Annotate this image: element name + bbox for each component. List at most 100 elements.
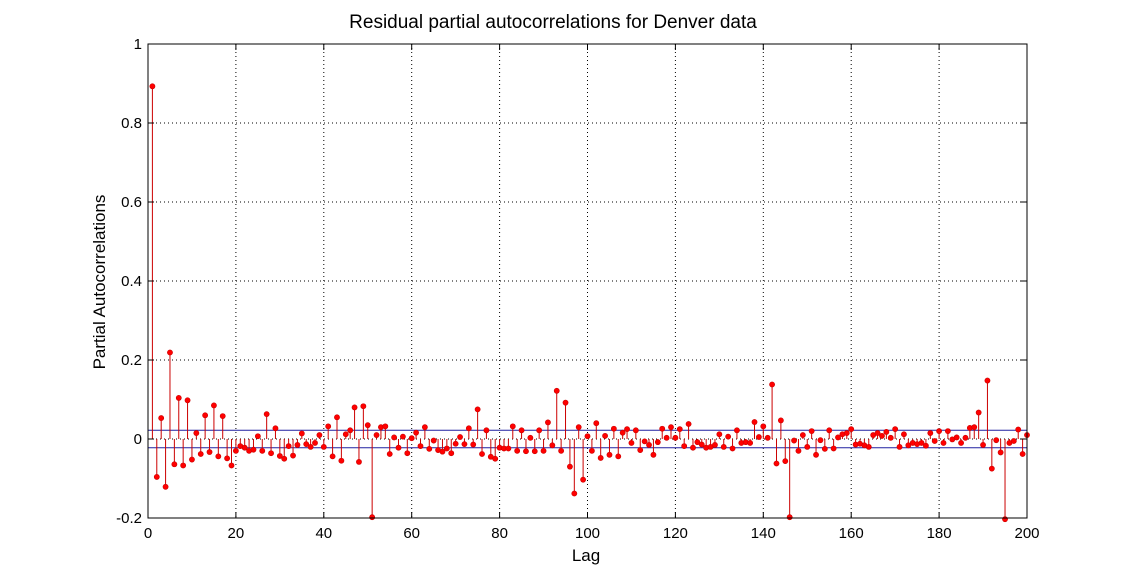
stem-marker	[290, 452, 296, 459]
stem-marker	[334, 414, 340, 421]
y-tick-label: 0.2	[121, 352, 142, 369]
stem-marker	[821, 445, 828, 452]
stem-marker	[342, 431, 349, 438]
stem-marker	[307, 443, 314, 450]
stem-marker	[316, 432, 323, 438]
stem-marker	[531, 448, 538, 455]
stem-marker	[400, 433, 406, 440]
stem-marker	[905, 442, 912, 449]
stem-marker	[720, 443, 727, 450]
stem-marker	[232, 447, 239, 454]
stem-marker	[373, 432, 380, 438]
stem-marker	[676, 426, 683, 433]
stem-marker	[826, 427, 833, 434]
stem-marker	[931, 438, 938, 444]
y-axis-label: Partial Autocorrelations	[90, 195, 109, 370]
x-tick-label: 120	[663, 525, 688, 542]
stem-marker	[320, 443, 327, 450]
stem-marker	[523, 448, 529, 455]
stem-marker	[202, 412, 209, 419]
stem-marker	[567, 463, 573, 470]
stem-marker	[817, 437, 824, 444]
y-tick-label: 0.8	[121, 115, 142, 132]
stem-marker	[799, 432, 806, 438]
stem-marker	[391, 434, 398, 441]
stems	[151, 86, 1028, 520]
stem-marker	[668, 424, 674, 431]
stem-marker	[698, 441, 705, 448]
stem-marker	[443, 445, 450, 452]
stem-marker	[180, 462, 187, 469]
stem-marker	[879, 432, 885, 439]
stem-marker	[773, 460, 780, 467]
stem-marker	[663, 434, 670, 441]
stem-marker	[558, 447, 565, 454]
stem-marker	[562, 399, 569, 406]
stem-marker	[619, 429, 626, 436]
stem-marker	[944, 428, 951, 434]
stem-marker	[228, 462, 235, 469]
stem-marker	[329, 453, 336, 460]
stem-marker	[303, 441, 310, 448]
stem-marker	[896, 443, 903, 450]
stem-marker	[241, 444, 248, 451]
confidence-bounds	[148, 429, 1027, 449]
stem-marker	[791, 437, 797, 444]
stem-marker	[756, 434, 762, 440]
stem-marker	[171, 461, 178, 468]
stem-marker	[997, 449, 1004, 456]
stem-marker	[716, 431, 723, 438]
stem-marker	[421, 424, 428, 431]
stem-marker	[962, 434, 969, 441]
stem-marker	[369, 514, 376, 521]
stem-marker	[808, 428, 815, 434]
stem-marker	[272, 425, 279, 432]
stem-marker	[1002, 516, 1008, 523]
stem-marker	[492, 455, 499, 462]
stem-marker	[575, 424, 582, 431]
stem-marker	[474, 406, 481, 413]
x-axis-label: Lag	[572, 546, 600, 565]
axis-ticks: 0 20 40 60 80 100 120 140 160 180 200-0.200.20.40.…	[116, 36, 1039, 542]
stem-marker	[901, 431, 907, 438]
stem-marker	[883, 428, 890, 435]
stem-marker	[465, 425, 472, 432]
chart-title: Residual partial autocorrelations for De…	[349, 12, 757, 33]
x-tick-label: 100	[575, 525, 600, 542]
stem-marker	[360, 403, 367, 410]
stem-marker	[158, 415, 165, 421]
stem-marker	[1015, 426, 1022, 433]
x-tick-label: 40	[315, 525, 332, 542]
stem-marker	[408, 435, 415, 442]
stem-marker	[263, 411, 270, 418]
stem-marker	[993, 437, 1000, 444]
stem-marker	[712, 442, 718, 448]
stem-marker	[690, 444, 696, 451]
stem-marker	[430, 437, 437, 444]
stem-marker	[254, 433, 261, 440]
stem-marker	[518, 427, 525, 434]
x-tick-label: 0	[144, 525, 152, 542]
stem-marker	[588, 447, 595, 454]
stem-marker	[646, 442, 652, 448]
stem-marker	[632, 427, 639, 434]
stem-marker	[281, 455, 288, 462]
stem-marker	[193, 430, 200, 436]
stem-marker	[162, 483, 169, 490]
stem-marker	[782, 458, 789, 465]
stem-marker	[641, 438, 648, 445]
stem-marker	[386, 451, 393, 457]
stem-marker	[553, 387, 560, 394]
x-tick-label: 160	[839, 525, 864, 542]
stem-marker	[540, 447, 547, 454]
stem-marker	[927, 430, 934, 436]
stem-marker	[813, 451, 819, 458]
y-tick-label: 0.4	[121, 273, 142, 290]
stem-marker	[615, 453, 622, 460]
y-tick-label: -0.2	[116, 510, 142, 527]
stem-marker	[975, 409, 982, 416]
stem-marker	[760, 423, 767, 430]
stem-marker	[211, 402, 217, 409]
stem-marker	[224, 455, 231, 462]
